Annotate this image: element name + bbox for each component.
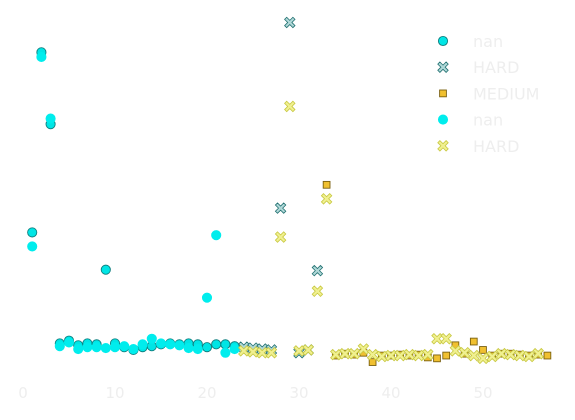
data-point-4-9 — [320, 193, 333, 205]
data-point-3-2 — [45, 113, 56, 124]
x-tick-label: 20 — [197, 384, 216, 402]
data-point-4-11 — [339, 347, 351, 360]
legend-marker-0 — [437, 35, 449, 47]
legend-label-0: nan — [473, 32, 503, 51]
legend-label-4: HARD — [473, 137, 519, 156]
data-point-2-17 — [479, 346, 487, 354]
data-point-2-5 — [368, 358, 377, 366]
data-point-3-18 — [192, 343, 203, 355]
data-point-4-8 — [311, 285, 324, 297]
data-point-3-10 — [119, 341, 130, 352]
data-point-3-9 — [109, 342, 121, 353]
data-point-4-22 — [440, 332, 452, 345]
data-point-2-12 — [433, 354, 441, 363]
data-point-4-13 — [357, 343, 370, 355]
data-point-1-8 — [311, 264, 324, 277]
data-point-3-14 — [155, 338, 167, 349]
data-point-4-21 — [431, 332, 443, 345]
data-point-3-8 — [100, 343, 111, 354]
data-point-4-19 — [412, 349, 425, 362]
data-point-4-32 — [532, 347, 544, 360]
data-point-4-4 — [274, 231, 287, 243]
data-point-4-14 — [366, 348, 379, 361]
data-point-3-15 — [165, 339, 176, 350]
data-point-3-21 — [220, 347, 231, 358]
data-point-4-2 — [256, 346, 268, 359]
data-point-4-6 — [293, 345, 305, 357]
data-point-4-16 — [385, 349, 397, 362]
data-point-3-1 — [36, 51, 47, 63]
legend-label-3: nan — [473, 111, 503, 130]
data-point-0-21 — [220, 339, 231, 350]
data-point-3-5 — [73, 343, 84, 355]
data-point-4-28 — [495, 347, 508, 360]
data-point-1-4 — [274, 202, 287, 214]
legend: nan HARD MEDIUM nan HARD — [437, 32, 539, 156]
data-point-3-20 — [211, 230, 222, 241]
data-point-1-5 — [284, 16, 296, 29]
data-point-4-23 — [449, 345, 462, 357]
x-tick-label: 30 — [289, 384, 308, 402]
data-point-3-22 — [229, 343, 240, 355]
data-point-4-12 — [348, 347, 360, 360]
data-point-4-25 — [468, 349, 480, 362]
data-point-4-26 — [477, 352, 489, 365]
data-point-3-7 — [91, 342, 102, 353]
legend-marker-2 — [439, 89, 447, 98]
data-point-3-17 — [183, 343, 194, 354]
data-point-0-19 — [201, 342, 213, 353]
series-3-nan — [27, 51, 240, 358]
data-point-3-13 — [146, 333, 157, 344]
data-point-4-24 — [458, 346, 471, 359]
data-point-4-18 — [403, 348, 416, 361]
data-point-2-13 — [442, 351, 451, 360]
x-axis-ticks: 0 10 20 30 40 50 — [18, 384, 492, 402]
data-point-4-5 — [284, 100, 296, 113]
data-point-4-27 — [486, 350, 498, 363]
series-1-hard — [238, 16, 324, 359]
data-point-4-29 — [504, 348, 517, 361]
data-point-3-0 — [27, 241, 38, 252]
legend-label-2: MEDIUM — [473, 84, 539, 103]
data-point-4-31 — [523, 350, 535, 363]
data-point-4-0 — [238, 345, 250, 357]
data-point-4-3 — [265, 346, 278, 359]
data-point-3-11 — [128, 343, 139, 355]
legend-marker-3 — [437, 114, 449, 125]
data-point-3-6 — [82, 342, 93, 353]
data-point-3-19 — [201, 292, 213, 303]
legend-marker-4 — [437, 140, 449, 152]
legend-label-1: HARD — [473, 58, 519, 77]
x-tick-label: 0 — [18, 384, 28, 402]
plot-area — [27, 16, 552, 366]
data-point-2-0 — [322, 180, 331, 189]
series-4-hard — [238, 100, 544, 365]
data-point-3-4 — [63, 337, 75, 348]
data-point-4-1 — [247, 346, 259, 358]
series-0-nan — [27, 47, 240, 356]
data-point-4-20 — [422, 348, 434, 361]
data-point-3-16 — [174, 340, 185, 351]
data-point-0-20 — [211, 339, 222, 350]
data-point-3-3 — [54, 341, 65, 352]
data-point-4-30 — [514, 349, 526, 362]
data-point-0-0 — [27, 227, 38, 238]
x-tick-label: 40 — [381, 384, 400, 402]
data-point-4-7 — [302, 344, 314, 356]
legend-marker-1 — [437, 61, 449, 73]
data-point-3-12 — [137, 339, 148, 350]
data-point-4-17 — [394, 349, 406, 362]
x-tick-label: 50 — [473, 384, 492, 402]
data-point-4-10 — [330, 348, 342, 361]
data-point-2-24 — [543, 351, 552, 360]
data-point-2-16 — [469, 337, 478, 346]
x-tick-label: 10 — [105, 384, 124, 402]
data-point-0-8 — [100, 264, 111, 275]
data-point-4-15 — [376, 350, 388, 363]
